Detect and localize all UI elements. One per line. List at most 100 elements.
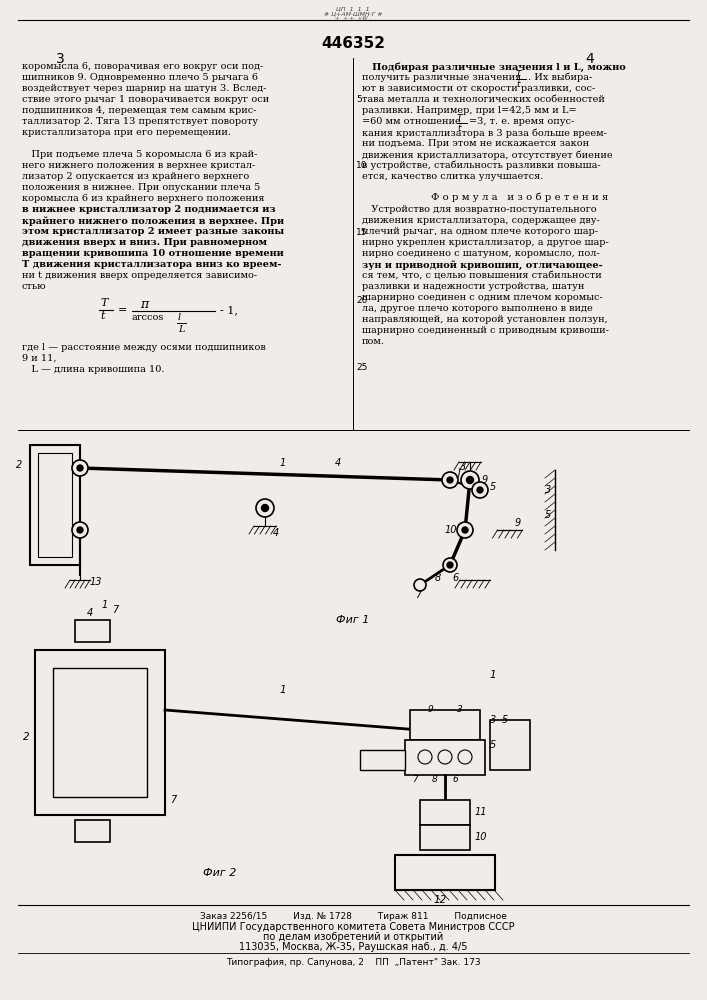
Circle shape <box>447 477 453 483</box>
Bar <box>360 750 405 770</box>
Text: 3: 3 <box>56 52 64 66</box>
Text: нирно укреплен кристаллизатор, а другое шар-: нирно укреплен кристаллизатор, а другое … <box>362 238 609 247</box>
Text: # Ц+АМ·ШМН·Г #: # Ц+АМ·ШМН·Г # <box>324 11 382 16</box>
Bar <box>420 825 470 850</box>
Text: ют в зависимости от скорости разливки, сос-: ют в зависимости от скорости разливки, с… <box>362 84 595 93</box>
Text: крайнего нижнего положения в верхнее. При: крайнего нижнего положения в верхнее. Пр… <box>22 216 284 226</box>
Text: 1: 1 <box>102 600 108 610</box>
Text: L: L <box>178 325 185 334</box>
Bar <box>38 453 72 557</box>
Text: 4: 4 <box>335 458 341 468</box>
Text: 4: 4 <box>87 608 93 618</box>
Text: Устройство для возвратно-поступательного: Устройство для возвратно-поступательного <box>362 205 597 214</box>
Text: 113035, Москва, Ж-35, Раушская наб., д. 4/5: 113035, Москва, Ж-35, Раушская наб., д. … <box>239 942 467 952</box>
Text: t: t <box>516 80 520 89</box>
Text: ЦП  1  1  1: ЦП 1 1 1 <box>337 6 370 11</box>
Circle shape <box>77 527 83 533</box>
Text: подшипников 4, перемещая тем самым крис-: подшипников 4, перемещая тем самым крис- <box>22 106 257 115</box>
Circle shape <box>438 750 452 764</box>
Text: плечий рычаг, на одном плече которого шар-: плечий рычаг, на одном плече которого ша… <box>362 227 598 236</box>
Text: 12: 12 <box>433 895 447 905</box>
Circle shape <box>461 471 479 489</box>
Circle shape <box>414 579 426 591</box>
Circle shape <box>467 477 474 484</box>
Text: J: J <box>458 468 461 478</box>
Text: 4: 4 <box>273 528 279 538</box>
Text: Типография, пр. Сапунова, 2    ПП  „Патент" Зак. 173: Типография, пр. Сапунова, 2 ПП „Патент" … <box>226 958 480 967</box>
Text: где l — расстояние между осями подшипников: где l — расстояние между осями подшипник… <box>22 343 266 352</box>
Text: 8: 8 <box>435 573 441 583</box>
Text: 4: 4 <box>585 52 595 66</box>
Circle shape <box>77 465 83 471</box>
Text: 6: 6 <box>452 573 458 583</box>
Text: 5: 5 <box>502 715 508 725</box>
Text: разливки и надежности устройства, шатун: разливки и надежности устройства, шатун <box>362 282 585 291</box>
Text: 9: 9 <box>427 705 433 714</box>
Text: вращении кривошипа 10 отношение времени: вращении кривошипа 10 отношение времени <box>22 249 284 258</box>
Text: 25: 25 <box>356 363 368 372</box>
Text: 9: 9 <box>515 518 521 528</box>
Bar <box>75 620 110 642</box>
Text: 5: 5 <box>490 740 496 750</box>
Circle shape <box>458 750 472 764</box>
Text: 3: 3 <box>545 485 551 495</box>
Text: зун и приводной кривошип, отличающее-: зун и приводной кривошип, отличающее- <box>362 260 602 270</box>
Text: 2: 2 <box>23 732 30 742</box>
Text: 7: 7 <box>170 795 176 805</box>
Text: =3, т. е. время опус-: =3, т. е. время опус- <box>469 117 574 126</box>
Text: T: T <box>100 298 107 308</box>
Bar <box>490 720 530 770</box>
Text: L — длина кривошипа 10.: L — длина кривошипа 10. <box>22 365 165 374</box>
Text: 446352: 446352 <box>321 36 385 51</box>
Text: Т движения кристаллизатора вниз ко вреем-: Т движения кристаллизатора вниз ко вреем… <box>22 260 281 269</box>
Bar <box>395 855 495 890</box>
Circle shape <box>442 472 458 488</box>
Text: 1: 1 <box>490 670 496 680</box>
Text: разливки. Например, при l=42,5 мм и L=: разливки. Например, при l=42,5 мм и L= <box>362 106 577 115</box>
Text: движения кристаллизатора, отсутствует биение: движения кристаллизатора, отсутствует би… <box>362 150 613 159</box>
Circle shape <box>472 482 488 498</box>
Text: направляющей, на которой установлен ползун,: направляющей, на которой установлен полз… <box>362 315 608 324</box>
Text: 1: 1 <box>280 685 286 695</box>
Text: +  +·+, +W .: + +·+, +W . <box>335 16 371 21</box>
Bar <box>420 800 470 825</box>
Bar <box>410 710 480 740</box>
Text: Подбирая различные значения l и L, можно: Подбирая различные значения l и L, можно <box>362 62 626 72</box>
Text: кания кристаллизатора в 3 раза больше вреем-: кания кристаллизатора в 3 раза больше вр… <box>362 128 607 137</box>
Circle shape <box>462 527 468 533</box>
Text: ла, другое плечо которого выполнено в виде: ла, другое плечо которого выполнено в ви… <box>362 304 592 313</box>
Text: 10: 10 <box>445 525 457 535</box>
Bar <box>405 740 485 775</box>
Text: 7: 7 <box>112 605 118 615</box>
Text: 2: 2 <box>16 460 22 470</box>
Text: 5: 5 <box>490 482 496 492</box>
Text: пом.: пом. <box>362 337 385 346</box>
Text: 13: 13 <box>90 577 103 587</box>
Text: коромысла 6, поворачивая его вокруг оси под-: коромысла 6, поворачивая его вокруг оси … <box>22 62 263 71</box>
Text: ни подъема. При этом не искажается закон: ни подъема. При этом не искажается закон <box>362 139 589 148</box>
Text: движения кристаллизатора, содержащее дву-: движения кристаллизатора, содержащее дву… <box>362 216 600 225</box>
Text: положения в нижнее. При опускании плеча 5: положения в нижнее. При опускании плеча … <box>22 183 260 192</box>
Text: стью: стью <box>22 282 47 291</box>
Text: 8: 8 <box>432 775 438 784</box>
Text: коромысла 6 из крайнего верхнего положения: коромысла 6 из крайнего верхнего положен… <box>22 194 264 203</box>
Text: ни t движения вверх определяется зависимо-: ни t движения вверх определяется зависим… <box>22 271 257 280</box>
Text: 10: 10 <box>356 161 368 170</box>
Circle shape <box>72 522 88 538</box>
Text: 15: 15 <box>356 228 368 237</box>
Circle shape <box>447 562 453 568</box>
Text: 6: 6 <box>452 775 458 784</box>
Bar <box>35 650 165 815</box>
Text: шипников 9. Одновременно плечо 5 рычага 6: шипников 9. Одновременно плечо 5 рычага … <box>22 73 258 82</box>
Circle shape <box>457 522 473 538</box>
Bar <box>30 445 80 565</box>
Text: в устройстве, стабильность разливки повыша-: в устройстве, стабильность разливки повы… <box>362 161 601 170</box>
Text: лизатор 2 опускается из крайнего верхнего: лизатор 2 опускается из крайнего верхнег… <box>22 172 250 181</box>
Bar <box>53 668 147 797</box>
Text: . Их выбира-: . Их выбира- <box>528 73 592 83</box>
Text: t: t <box>457 124 460 133</box>
Circle shape <box>477 487 483 493</box>
Text: l: l <box>178 313 181 322</box>
Text: 9 и 11,: 9 и 11, <box>22 354 57 363</box>
Text: 9: 9 <box>482 475 489 485</box>
